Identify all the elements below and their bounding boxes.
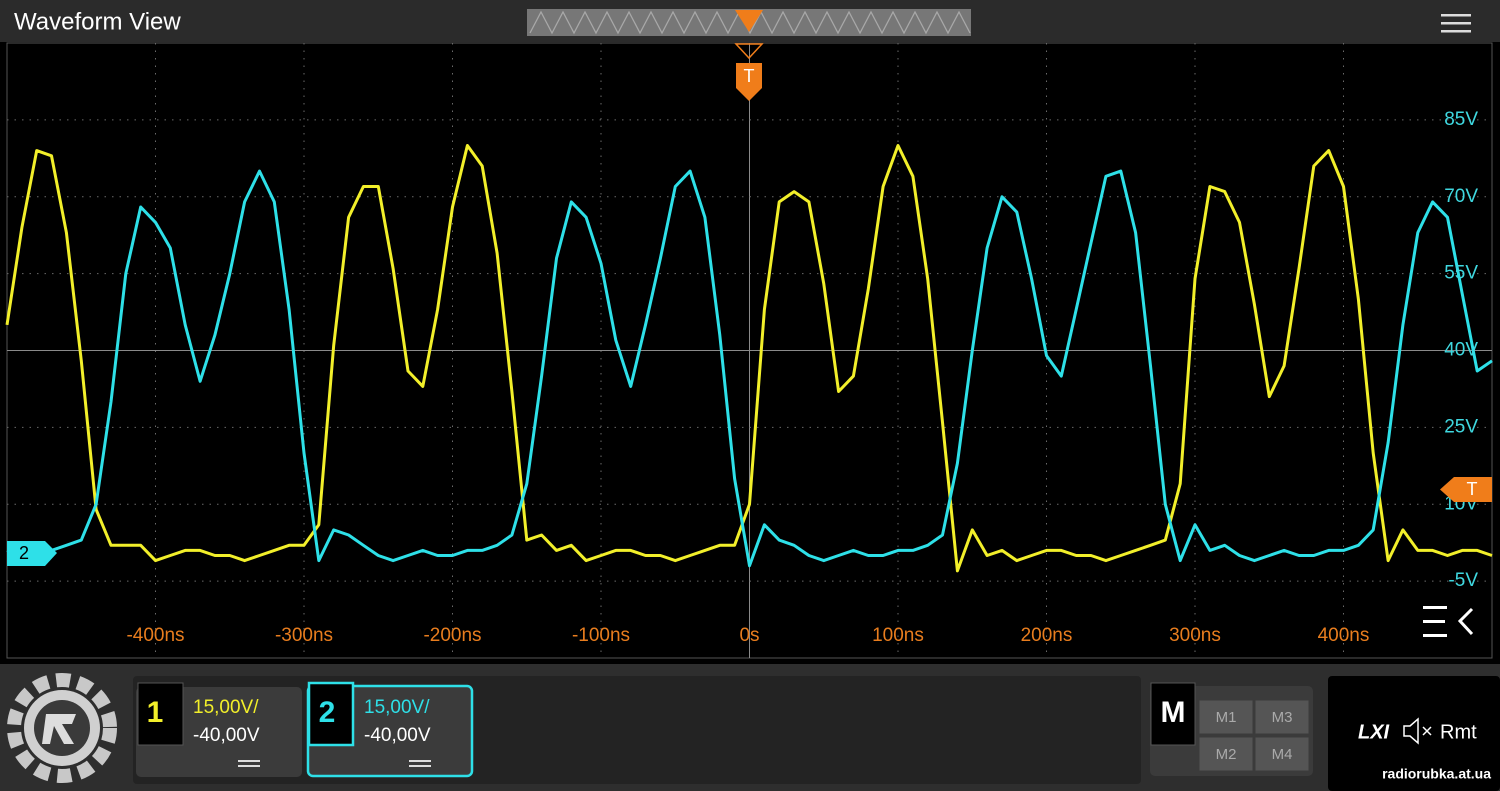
- mute-icon: [1403, 717, 1432, 745]
- x-tick-label: 400ns: [1318, 625, 1370, 646]
- math-button[interactable]: [1198, 736, 1254, 772]
- math-button[interactable]: [1198, 699, 1254, 735]
- trigger-level-label: T: [1467, 479, 1478, 499]
- axis-labels: -400ns -300ns -200ns -100ns 0s 100ns 200ns 300n…: [126, 109, 1478, 646]
- channel-offset: -40,00V: [364, 725, 431, 746]
- traces: [5, 144, 1493, 573]
- x-tick-label: 200ns: [1021, 625, 1073, 646]
- y-tick-label: -5V: [1448, 570, 1478, 591]
- icon-line: [1423, 606, 1447, 609]
- y-tick-label: 70V: [1444, 186, 1478, 207]
- trigger-position-marker[interactable]: [736, 63, 762, 101]
- math-label: M: [1161, 696, 1186, 729]
- icon-chevron: [1457, 607, 1474, 636]
- speaker: [1403, 717, 1419, 745]
- x-tick-label: -200ns: [423, 625, 481, 646]
- coupling-icon: [409, 765, 431, 767]
- math-button-label: M4: [1272, 746, 1293, 763]
- channel-1-box[interactable]: 1 15,00V/ -40,00V: [136, 682, 302, 777]
- math-button[interactable]: [1254, 699, 1310, 735]
- menu-line: [1441, 14, 1471, 17]
- remote-status: Rmt: [1440, 721, 1477, 743]
- mute-cross: [1422, 726, 1432, 736]
- math-button-label: M1: [1216, 709, 1237, 726]
- icon-line: [1423, 620, 1445, 623]
- x-tick-label: 300ns: [1169, 625, 1221, 646]
- y-tick-label: 25V: [1444, 416, 1478, 437]
- math-button-label: M2: [1216, 746, 1237, 763]
- logo-letter: [42, 714, 76, 744]
- math-label-box: [1150, 682, 1196, 746]
- math-button-label: M3: [1272, 709, 1293, 726]
- channel-offset: -40,00V: [193, 725, 260, 746]
- trigger-position-outline: [734, 43, 764, 60]
- channel-scale: 15,00V/: [193, 697, 259, 718]
- app-logo[interactable]: [7, 673, 117, 783]
- channel-2-box[interactable]: 2 15,00V/ -40,00V: [306, 681, 474, 778]
- math-box[interactable]: M M1 M3 M2 M4: [1150, 682, 1313, 776]
- trigger-position-label: T: [744, 66, 755, 86]
- slider-trigger-marker[interactable]: [735, 10, 763, 32]
- menu-line: [1441, 30, 1471, 33]
- x-tick-label: 0s: [739, 625, 759, 646]
- y-tick-label: 55V: [1444, 263, 1478, 284]
- menu-line: [1441, 22, 1471, 25]
- watermark: radiorubka.at.ua: [1382, 766, 1491, 782]
- icon-line: [1423, 634, 1447, 637]
- status-panel: [1328, 676, 1500, 791]
- coupling-icon: [238, 760, 260, 762]
- coupling-icon: [409, 760, 431, 762]
- channel-number: 2: [319, 696, 336, 729]
- measure-menu-icon[interactable]: [1423, 606, 1474, 637]
- x-tick-label: -400ns: [126, 625, 184, 646]
- gear-teeth: [7, 673, 117, 783]
- math-button[interactable]: [1254, 736, 1310, 772]
- channel-number-box: [137, 682, 184, 746]
- x-tick-label: -300ns: [275, 625, 333, 646]
- menu-button[interactable]: [1441, 14, 1471, 33]
- channel-scale: 15,00V/: [364, 697, 430, 718]
- channel-number-box: [307, 681, 355, 747]
- trigger-level-marker[interactable]: [1440, 477, 1492, 502]
- waveform-trace: [6, 169, 1493, 568]
- waveform-trace: [5, 144, 1493, 573]
- coupling-icon: [238, 765, 260, 767]
- lxi-status: LXI: [1358, 721, 1390, 743]
- channel-2-offset-label: 2: [19, 543, 29, 563]
- title: Waveform View: [14, 8, 181, 35]
- x-tick-label: -100ns: [572, 625, 630, 646]
- slider-pattern: [529, 10, 971, 35]
- x-tick-label: 100ns: [872, 625, 924, 646]
- y-tick-label: 40V: [1444, 340, 1478, 361]
- grid: [7, 43, 1492, 658]
- channel-number: 1: [147, 696, 164, 729]
- channel-2-offset-marker[interactable]: [7, 541, 57, 566]
- y-tick-label: 85V: [1444, 109, 1478, 130]
